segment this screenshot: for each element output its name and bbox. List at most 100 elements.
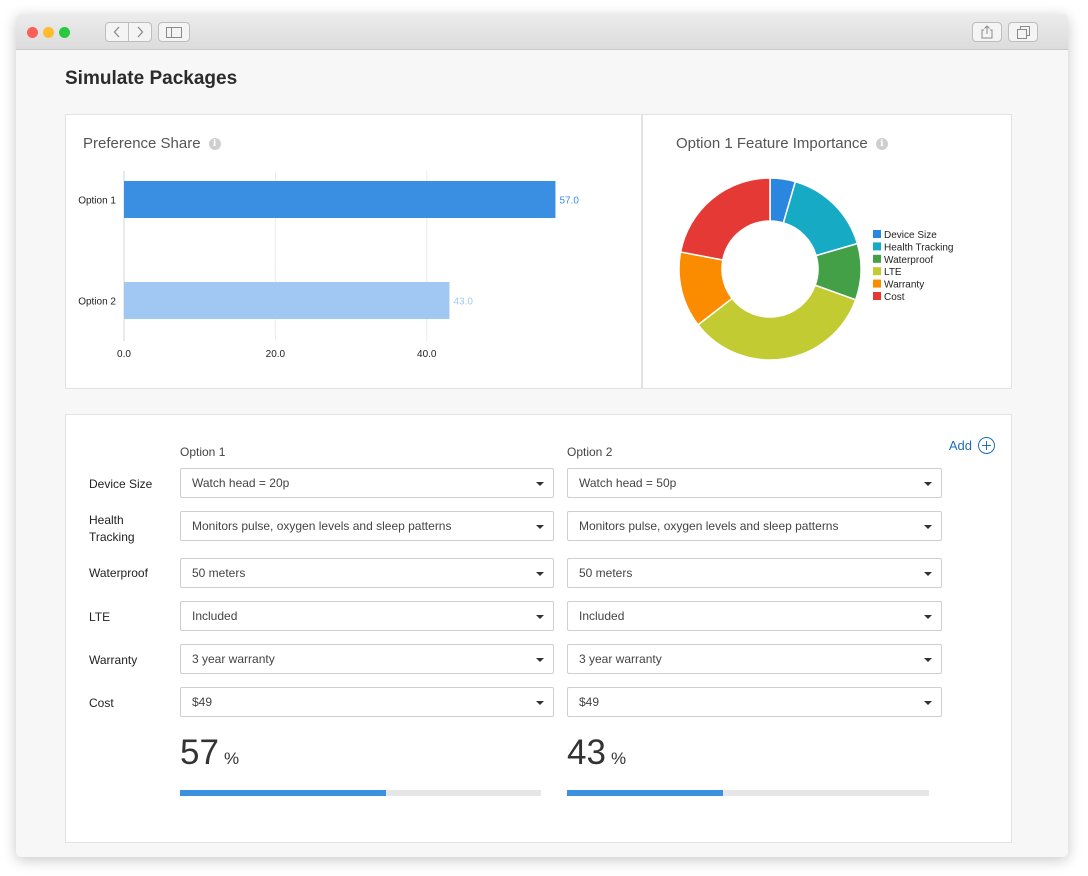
option-1-lte-select[interactable]: Included	[180, 601, 554, 631]
option-2-cost-select[interactable]: $49	[567, 687, 942, 717]
chevron-left-icon	[113, 26, 120, 38]
preference-share-chart: Option 1 57.0 Option 2 43.0 0.0 20.0 40.0	[78, 171, 579, 360]
select-value: 3 year warranty	[579, 652, 662, 666]
page-content: Simulate Packages Preference Share i Opt…	[16, 51, 1068, 857]
caret-down-icon	[924, 701, 932, 705]
option-1-share-unit: %	[223, 749, 240, 768]
bar-value-label: 43.0	[453, 297, 473, 308]
legend-swatch	[873, 267, 881, 276]
option-1-share-bar-fill	[180, 790, 386, 796]
option-1-waterproof-select[interactable]: 50 meters	[180, 558, 554, 588]
slice-cost	[679, 177, 771, 261]
tabs-overview-button[interactable]	[1008, 22, 1038, 42]
x-tick-label: 20.0	[266, 349, 286, 360]
info-icon[interactable]: i	[208, 137, 221, 150]
legend-label: Health Tracking	[884, 242, 953, 253]
select-value: Monitors pulse, oxygen levels and sleep …	[579, 519, 839, 533]
minimize-window-button[interactable]	[43, 27, 54, 38]
option-1-header: Option 1	[180, 445, 226, 459]
option-2-share-unit: %	[610, 749, 627, 768]
select-value: $49	[192, 695, 213, 709]
feature-label-cost: Cost	[89, 696, 114, 710]
info-icon[interactable]: i	[875, 137, 888, 150]
sidebar-toggle-button[interactable]	[158, 22, 190, 42]
feature-label-line: Health	[89, 513, 124, 527]
select-value: 50 meters	[579, 566, 633, 580]
close-window-button[interactable]	[27, 27, 38, 38]
legend-swatch	[873, 242, 881, 251]
legend-label: Device Size	[884, 230, 937, 241]
option-2-warranty-select[interactable]: 3 year warranty	[567, 644, 942, 674]
preference-share-header: Preference Share i	[83, 135, 221, 152]
slice-health-tracking	[782, 180, 859, 257]
option-1-health-tracking-select[interactable]: Monitors pulse, oxygen levels and sleep …	[180, 511, 554, 541]
feature-label-health-tracking: Health Tracking	[89, 512, 135, 546]
option-2-device-size-select[interactable]: Watch head = 50p	[567, 468, 942, 498]
feature-importance-title: Option 1 Feature Importance	[676, 135, 868, 152]
caret-down-icon	[924, 615, 932, 619]
bar-option-1	[124, 181, 556, 218]
caret-down-icon	[924, 482, 932, 486]
package-config-card: Option 1 Option 2 Add Device Size Health…	[65, 414, 1012, 843]
legend-swatch	[873, 230, 881, 238]
option-1-device-size-select[interactable]: Watch head = 20p	[180, 468, 554, 498]
legend-swatch	[873, 254, 881, 263]
option-1-warranty-select[interactable]: 3 year warranty	[180, 644, 554, 674]
select-value: Included	[192, 609, 238, 623]
slice-lte	[697, 284, 857, 361]
select-value: Watch head = 20p	[192, 476, 290, 490]
share-button[interactable]	[972, 22, 1002, 42]
caret-down-icon	[536, 525, 544, 529]
select-value: Watch head = 50p	[579, 476, 677, 490]
x-tick-label: 40.0	[417, 349, 437, 360]
option-2-share-bar-fill	[567, 790, 723, 796]
x-tick-label: 0.0	[117, 349, 131, 360]
feature-importance-header: Option 1 Feature Importance i	[676, 135, 888, 152]
option-2-share: 43 %	[567, 733, 626, 773]
tabs-icon	[1016, 25, 1030, 39]
preference-share-card: Preference Share i Option 1 57.0 Option 2 4…	[65, 114, 642, 389]
legend-label: Cost	[884, 292, 905, 303]
feature-label-waterproof: Waterproof	[89, 566, 148, 580]
feature-importance-card: Option 1 Feature Importance i Device Siz…	[642, 114, 1012, 389]
legend-swatch	[873, 279, 881, 288]
chevron-right-icon	[137, 26, 144, 38]
select-value: 3 year warranty	[192, 652, 275, 666]
maximize-window-button[interactable]	[59, 27, 70, 38]
caret-down-icon	[536, 701, 544, 705]
bar-value-label: 57.0	[559, 196, 579, 207]
legend-label: LTE	[884, 267, 902, 278]
caret-down-icon	[924, 525, 932, 529]
category-label: Option 2	[78, 297, 116, 308]
option-2-header: Option 2	[567, 445, 613, 459]
select-value: Included	[579, 609, 625, 623]
forward-button[interactable]	[128, 22, 152, 42]
plus-circle-icon	[978, 437, 995, 454]
caret-down-icon	[536, 482, 544, 486]
option-1-share: 57 %	[180, 733, 239, 773]
caret-down-icon	[924, 658, 932, 662]
caret-down-icon	[536, 615, 544, 619]
option-2-health-tracking-select[interactable]: Monitors pulse, oxygen levels and sleep …	[567, 511, 942, 541]
option-2-waterproof-select[interactable]: 50 meters	[567, 558, 942, 588]
add-option-button[interactable]: Add	[949, 437, 995, 454]
browser-window: Simulate Packages Preference Share i Opt…	[16, 14, 1068, 857]
page-title: Simulate Packages	[65, 68, 238, 89]
option-1-cost-select[interactable]: $49	[180, 687, 554, 717]
feature-label-device-size: Device Size	[89, 477, 153, 491]
option-2-share-bar	[567, 790, 929, 796]
feature-label-warranty: Warranty	[89, 653, 138, 667]
select-value: 50 meters	[192, 566, 246, 580]
option-1-share-bar	[180, 790, 541, 796]
legend-swatch	[873, 292, 881, 300]
legend-label: Waterproof	[884, 255, 933, 266]
category-label: Option 1	[78, 196, 116, 207]
back-button[interactable]	[105, 22, 129, 42]
window-titlebar	[16, 14, 1068, 50]
sidebar-icon	[166, 26, 182, 38]
feature-label-lte: LTE	[89, 610, 111, 624]
option-2-lte-select[interactable]: Included	[567, 601, 942, 631]
caret-down-icon	[536, 658, 544, 662]
caret-down-icon	[924, 572, 932, 576]
